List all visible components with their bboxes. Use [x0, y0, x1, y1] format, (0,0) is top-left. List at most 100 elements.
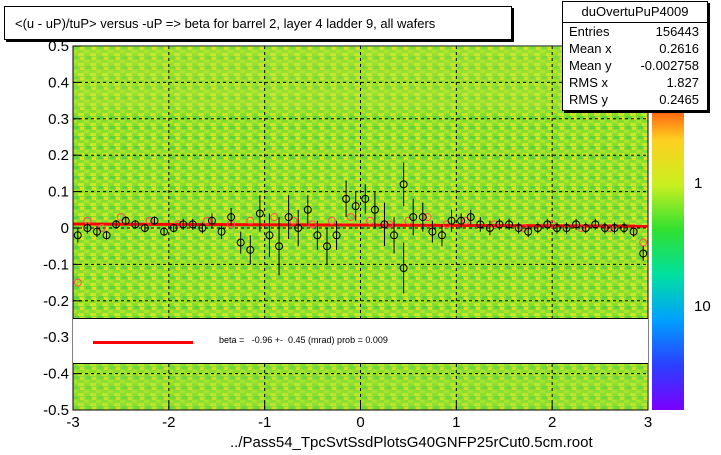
x-tick-label: -2 — [162, 414, 175, 431]
fit-legend-line — [93, 341, 193, 344]
y-tick-label: 0.2 — [48, 147, 69, 164]
profile-point — [380, 220, 389, 229]
x-tick-label: 0 — [356, 414, 364, 431]
profile-point — [390, 231, 399, 240]
chart-title: <(u - uP)/tuP> versus -uP => beta for ba… — [4, 6, 512, 40]
profile-point — [313, 231, 322, 240]
y-tick-label: -0.2 — [43, 293, 69, 310]
profile-point — [562, 224, 571, 232]
profile-point — [505, 220, 514, 229]
y-tick-label: 0.1 — [48, 184, 69, 201]
profile-point — [361, 194, 370, 203]
profile-point — [255, 209, 264, 218]
stats-row-value: -0.002758 — [640, 58, 699, 73]
profile-point — [121, 216, 130, 225]
stats-row-label: Mean y — [569, 58, 612, 73]
x-tick-label: 3 — [644, 414, 652, 431]
profile-point — [495, 220, 504, 229]
stats-row: RMS x 1.827 — [563, 74, 707, 91]
red-circle-point — [639, 238, 648, 247]
profile-point — [591, 220, 600, 229]
fit-legend: beta = -0.96 +- 0.45 (mrad) prob = 0.009 — [73, 318, 648, 364]
x-tick-label: -3 — [66, 414, 79, 431]
red-circle-point — [346, 213, 355, 222]
profile-point — [265, 231, 274, 240]
red-circle-point — [73, 278, 82, 287]
profile-point — [322, 242, 331, 251]
profile-point — [198, 224, 207, 232]
profile-point — [418, 213, 427, 222]
profile-point — [447, 216, 456, 225]
red-circle-point — [246, 216, 255, 225]
palette-label: 10 — [694, 298, 711, 315]
profile-point — [92, 227, 101, 236]
fit-line — [72, 222, 649, 228]
profile-point — [351, 202, 360, 211]
profile-point — [581, 224, 590, 232]
profile-point — [524, 227, 533, 236]
stats-row-label: Mean x — [569, 41, 612, 56]
x-tick-label: -1 — [258, 414, 271, 431]
profile-point — [179, 220, 188, 229]
profile-point — [629, 227, 638, 236]
profile-point — [399, 264, 408, 273]
stats-row-value: 1.827 — [666, 75, 699, 90]
axes: -3 -2 -1 0 1 2 3 -0.5 -0.4 -0.3 -0.2 -0.1 0 0.1 0.2 0.3… — [43, 38, 652, 431]
red-circle-point — [423, 213, 432, 222]
profile-point — [552, 224, 561, 232]
profile-point — [466, 213, 475, 222]
y-tick-label: -0.1 — [43, 256, 69, 273]
profile-point — [246, 245, 255, 254]
red-circle-point — [605, 224, 614, 232]
stats-row: RMS y 0.2465 — [563, 91, 707, 108]
profile-point — [600, 224, 609, 232]
stats-row-label: RMS x — [569, 75, 608, 90]
stats-row: Mean y -0.002758 — [563, 57, 707, 74]
stats-row-value: 0.2465 — [659, 92, 699, 107]
profile-point — [639, 249, 648, 258]
profile-point — [160, 227, 169, 236]
red-circle-point — [145, 216, 154, 225]
profile-point — [543, 220, 552, 229]
profile-point — [131, 220, 140, 229]
profile-point — [150, 216, 159, 225]
profile-point — [284, 213, 293, 222]
stats-row-label: RMS y — [569, 92, 608, 107]
profile-point — [610, 224, 619, 232]
profile-point — [342, 194, 351, 203]
red-circle-point — [270, 213, 279, 222]
profile-point — [227, 213, 236, 222]
profile-point — [188, 220, 197, 229]
stats-row: Entries 156443 — [563, 23, 707, 40]
y-tick-label: 0 — [61, 220, 69, 237]
profile-point — [428, 227, 437, 236]
profile-point — [533, 224, 542, 232]
stats-box: duOvertuPuP4009 Entries 156443 Mean x 0.261… — [562, 1, 708, 111]
y-tick-label: -0.4 — [43, 366, 69, 383]
profile-point — [572, 220, 581, 229]
profile-point — [370, 205, 379, 214]
color-palette — [652, 110, 684, 410]
y-tick-label: -0.3 — [43, 329, 69, 346]
black-profile-series — [73, 162, 648, 294]
palette-label: 1 — [694, 175, 703, 192]
profile-point — [169, 224, 178, 232]
stats-row-label: Entries — [569, 24, 610, 39]
profile-point — [275, 242, 284, 251]
profile-point — [294, 224, 303, 232]
profile-point — [485, 224, 494, 232]
profile-point — [514, 224, 523, 232]
fit-line-group — [72, 222, 649, 228]
profile-point — [303, 205, 312, 214]
red-circle-point — [327, 216, 336, 225]
x-tick-label: 1 — [452, 414, 460, 431]
profile-point — [236, 238, 245, 247]
y-tick-label: 0.3 — [48, 111, 69, 128]
profile-point — [620, 224, 629, 232]
y-tick-label: 0.5 — [48, 38, 69, 55]
profile-point — [207, 216, 216, 225]
x-axis-caption: ../Pass54_TpcSvtSsdPlotsG40GNFP25rCut0.5… — [230, 434, 593, 451]
profile-point — [476, 220, 485, 229]
profile-point — [217, 227, 226, 236]
red-circle-point — [366, 216, 375, 225]
